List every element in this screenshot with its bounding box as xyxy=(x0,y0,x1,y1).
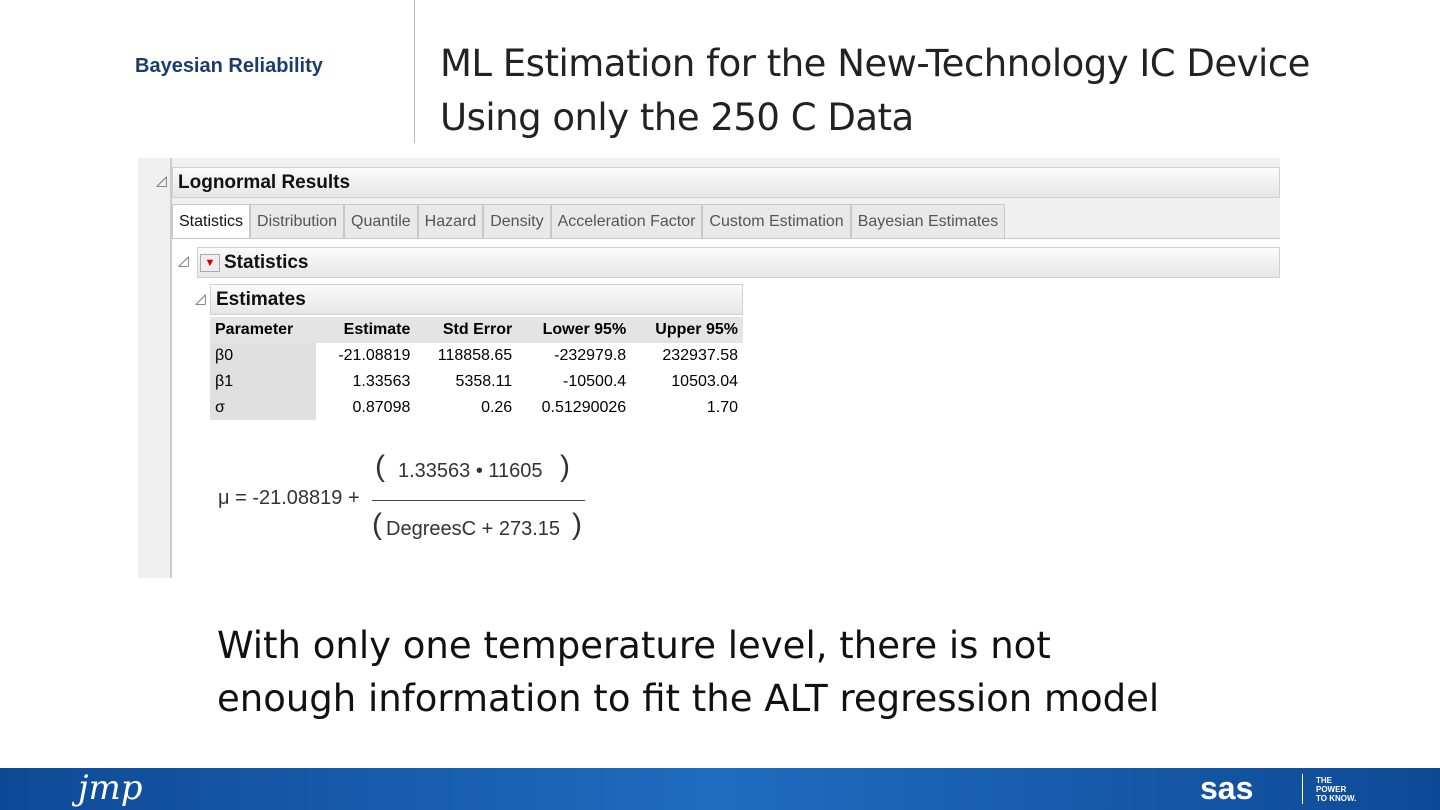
disclosure-icon[interactable]: ◿ xyxy=(195,290,206,306)
tab[interactable]: Bayesian Estimates xyxy=(850,204,1006,240)
title: Using only the 250 C Data xyxy=(440,96,914,139)
column-header: Lower 95% xyxy=(517,317,632,343)
table-cell: -232979.8 xyxy=(554,347,627,364)
tab[interactable]: Hazard xyxy=(417,204,484,240)
tab-bar: Statistics Distribution Quantile Hazard Dens… xyxy=(172,204,1006,240)
disclosure-icon[interactable]: ◿ xyxy=(178,252,189,268)
formula-numerator: 1.33563 • 11605 xyxy=(398,460,543,482)
border xyxy=(170,158,172,578)
tagline-line: POWER xyxy=(1316,785,1347,794)
tagline-line: TO KNOW. xyxy=(1316,794,1357,803)
table-cell: 1.70 xyxy=(706,399,738,416)
formula-denominator: DegreesC + 273.15 xyxy=(386,518,561,540)
table-row: β1 1.33563 5358.11 -10500.4 10503.04 xyxy=(210,369,743,395)
tab[interactable]: Quantile xyxy=(344,204,418,240)
disclosure-icon[interactable]: ◿ xyxy=(156,172,167,188)
tab[interactable]: Distribution xyxy=(250,204,345,240)
table-cell: 5358.11 xyxy=(455,373,513,390)
estimates-table: Parameter Estimate Std Error Lower 95% Upper… xyxy=(210,317,743,421)
column-header: Std Error xyxy=(415,317,518,343)
logo-divider xyxy=(1302,774,1303,804)
table-cell: 0.26 xyxy=(481,399,513,416)
table-cell: β0 xyxy=(210,343,317,369)
menu-button[interactable]: ▼ xyxy=(200,254,220,272)
column-header: Upper 95% xyxy=(631,317,743,343)
table-cell: 10503.04 xyxy=(671,373,738,390)
column-header: Estimate xyxy=(316,317,416,343)
table-row: β0 -21.08819 118858.65 -232979.8 232937.58 xyxy=(210,343,743,369)
table-cell: σ xyxy=(210,395,317,421)
section-label: Bayesian Reliability xyxy=(135,55,323,77)
body-text: With only one temperature level, there i… xyxy=(217,624,1051,667)
paren: ) xyxy=(560,450,570,483)
jmp-logo: jmp xyxy=(78,768,143,808)
table-cell: -10500.4 xyxy=(563,373,627,390)
divider xyxy=(414,0,415,143)
estimates-title: Estimates xyxy=(216,289,306,310)
tagline: THE POWER TO KNOW. xyxy=(1316,776,1356,803)
body-text: enough information to fit the ALT regres… xyxy=(217,677,1160,720)
panel-header[interactable]: Lognormal Results xyxy=(172,167,1280,198)
table-cell: 0.51290026 xyxy=(541,399,627,416)
tagline-line: THE xyxy=(1316,776,1332,785)
table-cell: -21.08819 xyxy=(338,347,411,364)
table-cell: 118858.65 xyxy=(437,347,513,364)
tab[interactable]: Statistics xyxy=(172,204,251,240)
table-cell: β1 xyxy=(210,369,317,395)
paren: ( xyxy=(372,508,382,541)
tab[interactable]: Acceleration Factor xyxy=(550,204,703,240)
tab[interactable]: Custom Estimation xyxy=(702,204,851,240)
sas-logo: sas xyxy=(1200,770,1254,806)
paren: ) xyxy=(572,508,582,541)
outline-header[interactable]: Statistics xyxy=(197,247,1280,278)
formula: μ = -21.08819 + ( 1.33563 • 11605 ) ( De… xyxy=(210,420,595,578)
panel-title: Lognormal Results xyxy=(178,172,351,193)
table-cell: 0.87098 xyxy=(352,399,411,416)
footer: jmp sas THE POWER TO KNOW. xyxy=(0,768,1440,810)
table-cell: 1.33563 xyxy=(352,373,411,390)
paren: ( xyxy=(375,450,385,483)
estimates-header[interactable]: Estimates xyxy=(210,284,743,315)
outline-title: Statistics xyxy=(224,252,309,273)
column-header: Parameter xyxy=(210,317,317,343)
title: ML Estimation for the New-Technology IC … xyxy=(440,42,1310,85)
formula-lhs: μ = -21.08819 + xyxy=(218,487,360,509)
fraction-bar xyxy=(372,500,585,501)
table-cell: 232937.58 xyxy=(662,347,738,364)
table-row: σ 0.87098 0.26 0.51290026 1.70 xyxy=(210,395,743,421)
tab[interactable]: Density xyxy=(483,204,551,240)
